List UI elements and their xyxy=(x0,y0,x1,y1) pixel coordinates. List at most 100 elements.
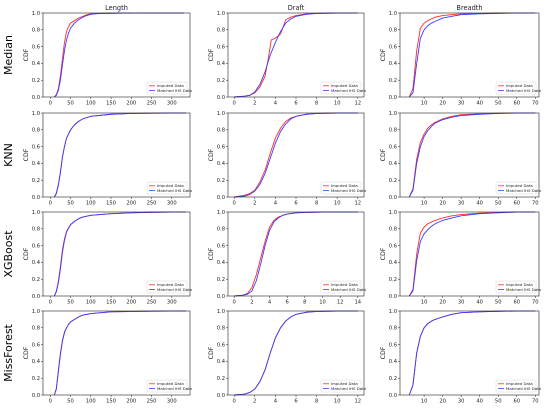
panel-missforest-draft: CDF 0.0 0.2 0.4 0.6 0.8 1.0 0 2 4 6 8 10 12 Imputed Da… xyxy=(208,309,367,405)
y-tick-label: 0.8 xyxy=(217,227,225,233)
y-tick-label: 0.8 xyxy=(217,326,225,332)
y-tick-label: 0.8 xyxy=(32,128,40,134)
y-tick-label: 0.6 xyxy=(217,144,225,150)
x-tick-label: 50 xyxy=(67,399,74,405)
legend-label: Matched IHS Data xyxy=(331,287,367,292)
y-tick-label: 0.2 xyxy=(389,78,397,84)
legend-box xyxy=(146,280,188,294)
x-tick-label: 300 xyxy=(167,399,177,405)
y-axis-label: CDF xyxy=(208,346,215,359)
y-tick-label: 0.4 xyxy=(32,260,41,266)
y-tick-label: 0.4 xyxy=(217,260,226,266)
panel-knn-breadth: CDF 0.0 0.2 0.4 0.6 0.8 1.0 10 20 30 40 50 60 70 Imput… xyxy=(380,111,542,207)
x-tick-label: 20 xyxy=(439,399,446,405)
x-tick-label: 10 xyxy=(334,101,341,107)
plot-frame xyxy=(42,112,191,198)
legend-label: Imputed Data xyxy=(506,381,533,386)
panel-median-length: Length CDF 0.0 0.2 0.4 0.6 0.8 1.0 0 50 100 150 200 2… xyxy=(23,4,193,107)
y-tick-label: 1.0 xyxy=(32,11,40,17)
legend-label: Imputed Data xyxy=(331,83,358,88)
x-tick-label: 0 xyxy=(233,399,236,405)
legend-label: Matched IHS Data xyxy=(506,88,542,93)
x-tick-label: 2 xyxy=(250,300,253,306)
series-line-matched xyxy=(234,112,358,198)
legend-label: Imputed Data xyxy=(506,282,533,287)
panel-xgboost-draft: CDF 0.0 0.2 0.4 0.6 0.8 1.0 0 2 4 6 8 10 12 14 Imputed … xyxy=(208,210,367,306)
y-tick-label: 1.0 xyxy=(389,309,397,315)
series-line-matched xyxy=(408,310,536,396)
x-tick-label: 150 xyxy=(106,201,116,207)
plot-frame xyxy=(399,112,540,198)
x-tick-label: 20 xyxy=(439,101,446,107)
x-tick-label: 0 xyxy=(233,101,236,107)
x-tick-label: 60 xyxy=(513,101,520,107)
x-tick-label: 50 xyxy=(495,300,502,306)
legend-label: Imputed Data xyxy=(157,83,184,88)
y-tick-label: 0.6 xyxy=(217,44,225,50)
x-tick-label: 150 xyxy=(106,101,116,107)
y-tick-label: 0.2 xyxy=(32,376,40,382)
y-axis-label: CDF xyxy=(23,247,30,260)
x-tick-label: 40 xyxy=(476,399,483,405)
x-tick-label: 250 xyxy=(147,399,157,405)
y-axis-label: CDF xyxy=(208,247,215,260)
y-tick-label: 0.8 xyxy=(389,128,397,134)
y-tick-label: 0.0 xyxy=(389,95,397,101)
y-tick-label: 0.4 xyxy=(389,61,398,67)
y-tick-label: 0.0 xyxy=(217,95,225,101)
legend-label: Matched IHS Data xyxy=(331,386,367,391)
x-tick-label: 100 xyxy=(86,101,96,107)
legend-box xyxy=(146,81,188,95)
x-tick-label: 10 xyxy=(334,201,341,207)
row-label-median: Median xyxy=(2,35,15,75)
series-line-matched xyxy=(53,211,186,297)
plot-frame xyxy=(227,211,365,297)
x-tick-label: 6 xyxy=(294,101,297,107)
x-tick-label: 40 xyxy=(476,300,483,306)
legend-label: Matched IHS Data xyxy=(331,188,367,193)
x-tick-label: 30 xyxy=(458,101,465,107)
x-tick-label: 2 xyxy=(253,399,256,405)
legend-box xyxy=(495,81,537,95)
panel-xgboost-breadth: CDF 0.0 0.2 0.4 0.6 0.8 1.0 10 20 30 40 50 60 70 Imput… xyxy=(380,210,542,306)
x-tick-label: 70 xyxy=(532,201,539,207)
x-tick-label: 300 xyxy=(167,101,177,107)
y-tick-label: 0.6 xyxy=(217,342,225,348)
y-tick-label: 0.6 xyxy=(389,342,397,348)
y-axis-label: CDF xyxy=(380,247,387,260)
plot-frame xyxy=(42,211,191,297)
x-tick-label: 250 xyxy=(147,101,157,107)
y-tick-label: 1.0 xyxy=(32,309,40,315)
x-tick-label: 0 xyxy=(233,300,236,306)
y-tick-label: 1.0 xyxy=(389,11,397,17)
y-tick-label: 0.4 xyxy=(32,161,41,167)
y-tick-label: 0.6 xyxy=(217,243,225,249)
y-tick-label: 0.8 xyxy=(32,28,40,34)
y-tick-label: 0.6 xyxy=(32,342,40,348)
x-tick-label: 4 xyxy=(274,101,278,107)
x-tick-label: 50 xyxy=(67,300,74,306)
legend-label: Imputed Data xyxy=(331,381,358,386)
x-tick-label: 2 xyxy=(253,201,256,207)
x-tick-label: 100 xyxy=(86,201,96,207)
series-line-matched xyxy=(408,211,536,297)
y-tick-label: 0.0 xyxy=(389,195,397,201)
x-tick-label: 4 xyxy=(268,300,272,306)
panel-xgboost-length: CDF 0.0 0.2 0.4 0.6 0.8 1.0 0 50 100 150 200 250 300 I… xyxy=(23,210,193,306)
y-tick-label: 0.4 xyxy=(217,161,226,167)
y-tick-label: 1.0 xyxy=(389,210,397,216)
y-tick-label: 0.2 xyxy=(217,178,225,184)
x-tick-label: 8 xyxy=(303,300,306,306)
legend-box xyxy=(320,379,362,393)
x-tick-label: 70 xyxy=(532,399,539,405)
panel-knn-draft: CDF 0.0 0.2 0.4 0.6 0.8 1.0 0 2 4 6 8 10 12 Imputed Da… xyxy=(208,111,367,207)
y-tick-label: 0.2 xyxy=(217,277,225,283)
legend-label: Imputed Data xyxy=(157,282,184,287)
y-tick-label: 0.8 xyxy=(32,326,40,332)
